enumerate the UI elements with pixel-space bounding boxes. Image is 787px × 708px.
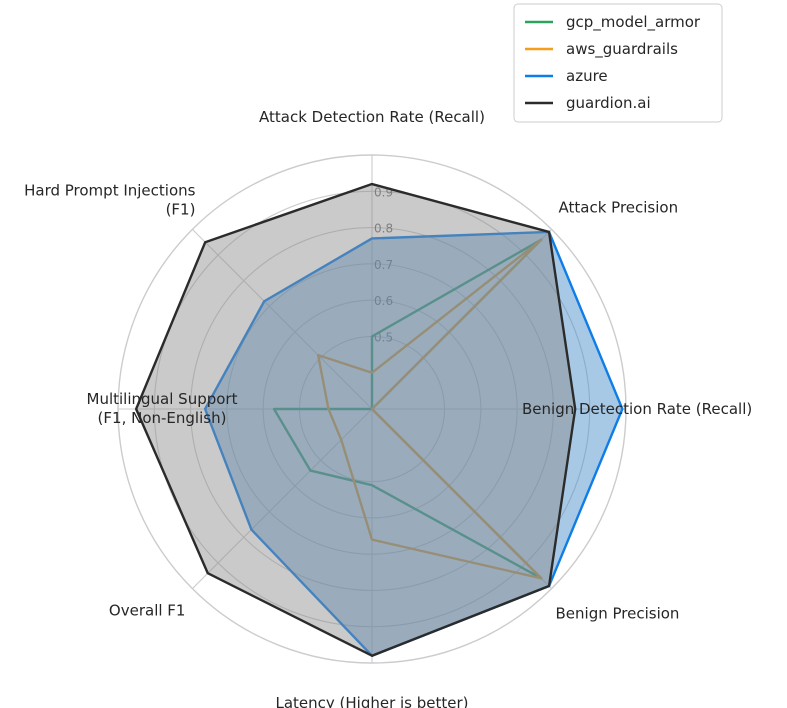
axis-label: Attack Detection Rate (Recall) — [259, 108, 485, 126]
axis-label: Hard Prompt Injections (F1) — [24, 181, 196, 218]
series-layer — [134, 182, 624, 657]
axis-label: Attack Precision — [559, 198, 679, 216]
axis-label: Latency (Higher is better) — [275, 694, 468, 708]
tick-label: 0.6 — [374, 294, 393, 308]
legend-box — [513, 3, 723, 123]
axis-label: Benign Detection Rate (Recall) — [522, 400, 752, 418]
legend-entry-label[interactable]: azure — [566, 67, 608, 85]
tick-label: 0.8 — [374, 222, 393, 236]
legend-entry-label[interactable]: gcp_model_armor — [566, 13, 701, 32]
legend-entry-label[interactable]: guardion.ai — [566, 94, 651, 112]
series-aws-guardrails-polygon — [316, 238, 543, 580]
axis-label: Multilingual Support (F1, Non-English) — [87, 390, 238, 427]
series-guardion-ai-polygon — [134, 182, 577, 657]
tick-label: 0.7 — [374, 258, 393, 272]
axis-spoke — [192, 229, 373, 410]
axis-labels: Attack Detection Rate (Recall) Attack Pre… — [24, 108, 752, 708]
legend-entry-label[interactable]: aws_guardrails — [566, 40, 678, 59]
axis-label: Overall F1 — [109, 602, 186, 620]
axis-label: Benign Precision — [556, 605, 680, 623]
